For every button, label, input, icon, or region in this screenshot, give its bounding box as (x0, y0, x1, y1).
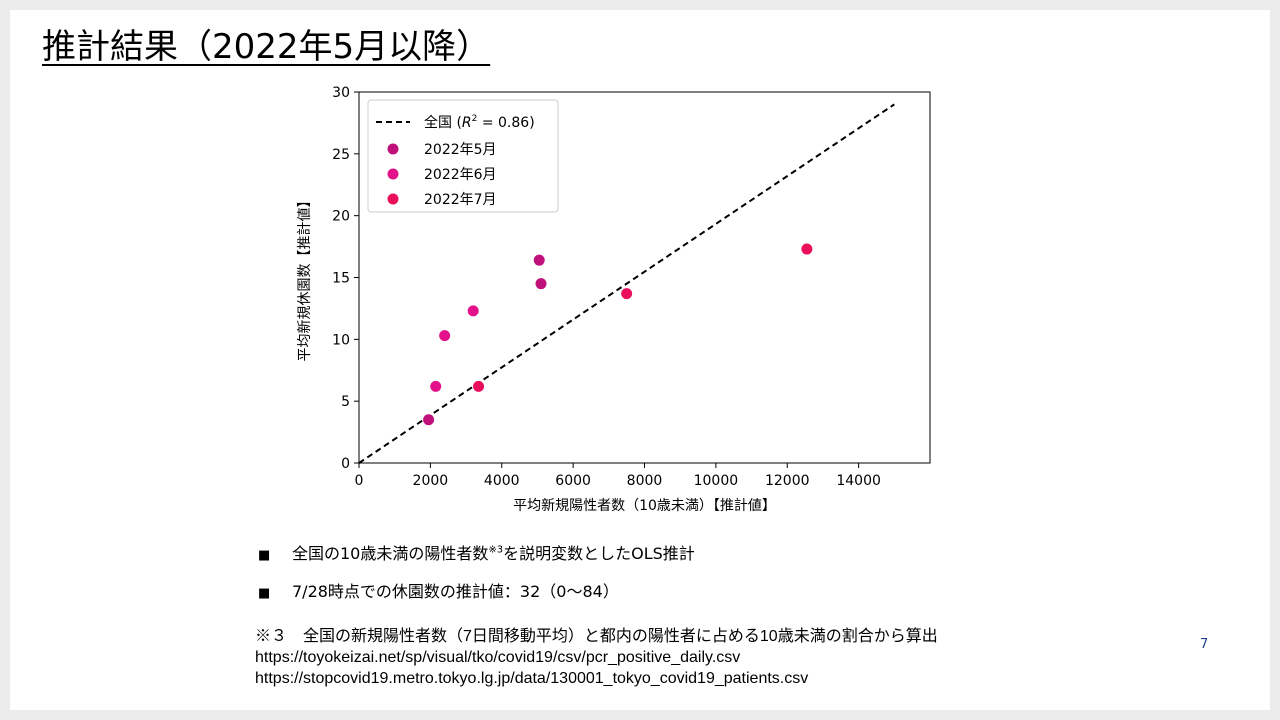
x-tick-label: 6000 (555, 473, 591, 489)
bullet-mark: ■ (258, 548, 271, 563)
footnote-link-toyokeizai: https://toyokeizai.net/sp/visual/tko/cov… (255, 649, 741, 666)
data-point (467, 305, 479, 317)
y-tick-label: 5 (341, 394, 350, 410)
legend-label: 2022年7月 (424, 192, 497, 208)
footnote-ref: ※3 (488, 544, 504, 556)
bullet-mark: ■ (258, 586, 271, 601)
bullet-ols: ■ 全国の10歳未満の陽性者数※3を説明変数としたOLS推計 (258, 540, 695, 564)
slide-title: 推計結果（2022年5月以降） (42, 27, 491, 67)
data-point (430, 380, 442, 392)
data-point (801, 243, 813, 255)
bullet-text: 7/28時点での休園数の推計値：32（0〜84） (292, 582, 619, 601)
x-tick-label: 10000 (694, 473, 739, 489)
x-tick-label: 14000 (836, 473, 881, 489)
y-tick-label: 10 (332, 332, 350, 348)
slide: 推計結果（2022年5月以降） 0 2000 4000 6000 8000 10000 12… (10, 10, 1270, 710)
data-point (535, 278, 547, 290)
legend-label-fit: 全国 (R2 = 0.86) (424, 114, 535, 131)
y-axis-label: 平均新規休園数【推計値】 (297, 194, 313, 362)
y-tick-label: 20 (332, 209, 350, 225)
data-point (423, 414, 435, 426)
data-point (621, 288, 633, 300)
x-axis-label: 平均新規陽性者数（10歳未満）【推計値】 (513, 498, 776, 514)
data-point (473, 380, 485, 392)
legend-marker (387, 143, 399, 155)
x-tick-label: 0 (355, 473, 364, 489)
data-point (533, 254, 545, 266)
x-tick-label: 8000 (627, 473, 663, 489)
legend-label: 2022年5月 (424, 142, 497, 158)
x-tick-label: 2000 (413, 473, 449, 489)
footnote-line: ※３ 全国の新規陽性者数（7日間移動平均）と都内の陽性者に占める10歳未満の割合… (255, 628, 938, 645)
legend-label: 2022年6月 (424, 167, 497, 183)
y-tick-label: 0 (341, 456, 350, 472)
legend-box (367, 99, 559, 213)
y-tick-label: 30 (332, 85, 350, 101)
bullet-text-after: を説明変数としたOLS推計 (503, 544, 695, 563)
y-tick-label: 15 (332, 271, 350, 287)
fit-line (358, 103, 895, 464)
scatter-chart: 0 2000 4000 6000 8000 10000 12000 14000 0 5 10 15 20… (297, 85, 931, 514)
legend-marker (387, 193, 399, 205)
y-tick-label: 25 (332, 147, 350, 163)
bullet-text: 全国の10歳未満の陽性者数 (292, 544, 489, 563)
x-tick-label: 12000 (765, 473, 810, 489)
page-number: 7 (1200, 637, 1209, 652)
footnote: ※３ 全国の新規陽性者数（7日間移動平均）と都内の陽性者に占める10歳未満の割合… (255, 626, 938, 689)
bullet-estimate: ■ 7/28時点での休園数の推計値：32（0〜84） (258, 578, 619, 602)
data-point (439, 330, 451, 342)
legend-marker (387, 168, 399, 180)
x-tick-label: 4000 (484, 473, 520, 489)
footnote-link-stopcovid: https://stopcovid19.metro.tokyo.lg.jp/da… (255, 670, 809, 687)
